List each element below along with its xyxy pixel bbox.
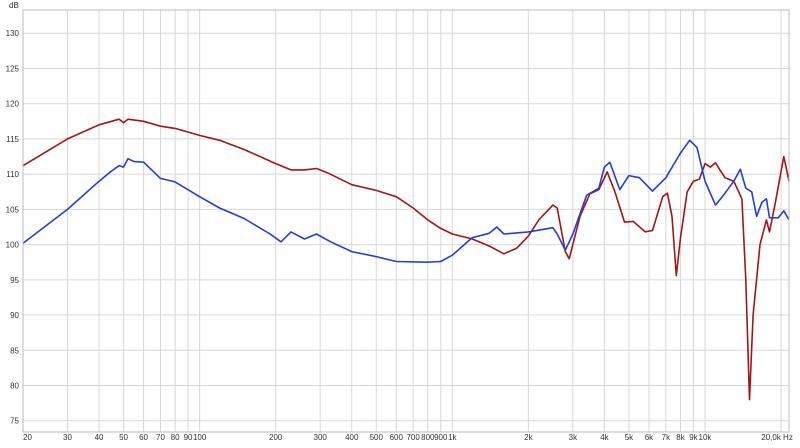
series-line-2 (22, 139, 790, 263)
x-tick-label: 300 (314, 433, 328, 442)
y-axis-label: dB (9, 1, 19, 10)
x-tick-label: 90 (184, 433, 193, 442)
x-tick-label: 800 (421, 433, 435, 442)
y-tick-label: 115 (6, 135, 19, 144)
y-tick-label: 130 (6, 29, 20, 38)
y-tick-label: 110 (6, 170, 19, 179)
x-tick-label: 200 (269, 433, 283, 442)
x-tick-label: 4k (600, 433, 609, 442)
x-tick-label: 6k (645, 433, 654, 442)
y-tick-label: 85 (10, 346, 19, 355)
x-tick-label: 40 (95, 433, 104, 442)
y-tick-label: 80 (10, 382, 19, 391)
x-tick-label: 600 (390, 433, 404, 442)
y-tick-label: 120 (6, 100, 20, 109)
x-tick-label: 1k (448, 433, 457, 442)
x-tick-label: 80 (171, 433, 180, 442)
x-tick-label: 3k (569, 433, 578, 442)
x-tick-label: 7k (662, 433, 671, 442)
x-tick-label: 30 (63, 433, 72, 442)
x-tick-label: 8k (676, 433, 685, 442)
y-tick-label: 90 (10, 311, 19, 320)
x-tick-label: 20,0k Hz (761, 433, 793, 442)
x-tick-label: 900 (434, 433, 448, 442)
x-tick-label: 700 (406, 433, 420, 442)
x-tick-label: 500 (370, 433, 384, 442)
x-tick-label: 9k (689, 433, 698, 442)
plot-frame (22, 9, 790, 433)
y-tick-label: 75 (10, 417, 19, 426)
x-tick-label: 60 (139, 433, 148, 442)
series-line-1 (22, 118, 790, 401)
y-tick-label: 125 (6, 64, 20, 73)
y-tick-label: 105 (6, 205, 20, 214)
x-tick-label: 50 (119, 433, 128, 442)
x-tick-label: 20 (23, 433, 32, 442)
x-tick-label: 70 (156, 433, 165, 442)
y-tick-label: 100 (6, 241, 20, 250)
x-tick-label: 400 (345, 433, 359, 442)
x-tick-label: 5k (625, 433, 634, 442)
y-tick-label: 95 (10, 276, 19, 285)
x-tick-label: 100 (193, 433, 207, 442)
x-tick-label: 2k (524, 433, 533, 442)
x-tick-label: 10k (699, 433, 713, 442)
